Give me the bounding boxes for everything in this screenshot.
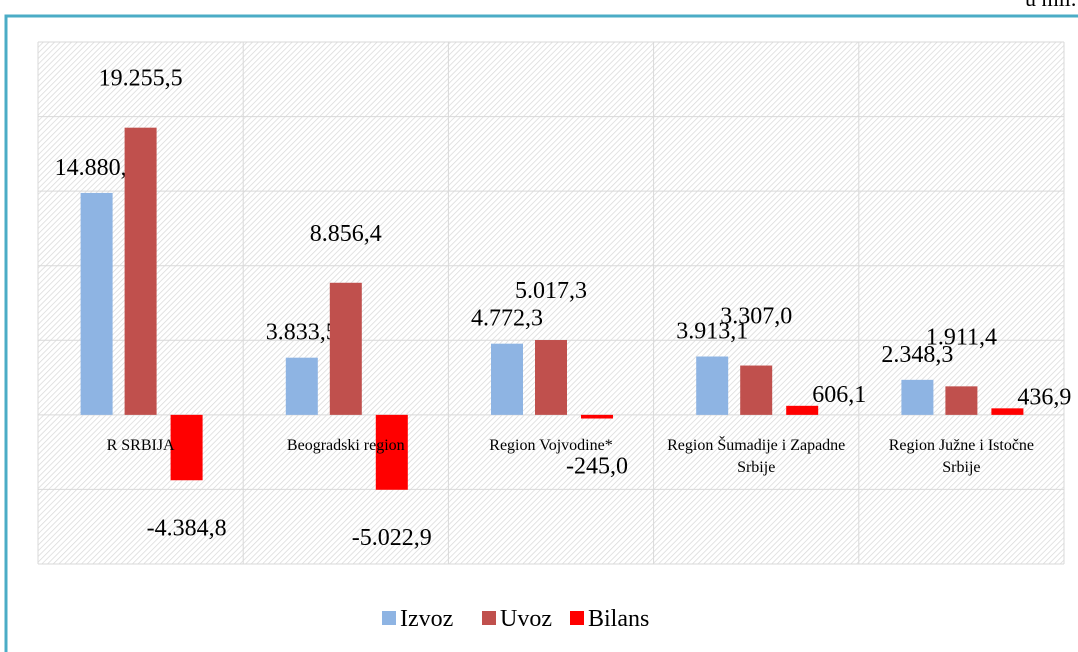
frame xyxy=(4,14,1078,652)
data-label: 8.856,4 xyxy=(310,221,382,247)
bar xyxy=(329,282,362,415)
bar xyxy=(581,414,613,419)
data-label: 2.348,3 xyxy=(881,342,953,368)
bar xyxy=(786,405,819,415)
bar xyxy=(124,127,157,415)
data-label: 19.255,5 xyxy=(99,66,183,92)
legend-label: Bilans xyxy=(588,606,649,632)
x-tick-label: R SRBIJA xyxy=(106,436,175,454)
data-label: 14.880,7 xyxy=(55,155,139,181)
data-label: 3.913,1 xyxy=(676,318,748,344)
legend-swatch xyxy=(382,611,396,625)
bar xyxy=(991,408,1024,415)
bar xyxy=(491,343,523,415)
bar xyxy=(696,356,729,415)
legend-swatch xyxy=(482,611,496,625)
data-label: 1.911,4 xyxy=(926,324,997,350)
bar xyxy=(80,192,113,415)
plot-area xyxy=(38,42,1064,564)
x-tick-label: Region Južne i Istočne Srbije xyxy=(888,436,1035,476)
legend-swatch xyxy=(570,611,584,625)
bar xyxy=(375,414,408,490)
data-label: 3.307,0 xyxy=(720,304,792,330)
data-label: -245,0 xyxy=(566,454,628,480)
data-label: 3.833,5 xyxy=(266,320,338,346)
x-tick-label: Region Šumadije i Zapadne Srbije xyxy=(667,436,846,476)
legend-label: Uvoz xyxy=(500,606,552,632)
unit-annotation: u mil. US xyxy=(1025,0,1078,11)
bar xyxy=(170,414,203,481)
bar xyxy=(285,357,318,415)
data-label: 606,1 xyxy=(812,382,866,408)
x-tick-label: Region Vojvodine* xyxy=(489,436,613,454)
data-label: 5.017,3 xyxy=(515,278,587,304)
bar xyxy=(740,365,773,415)
bar xyxy=(945,386,978,415)
data-label: 436,9 xyxy=(1017,384,1071,410)
bar xyxy=(901,379,934,415)
legend-label: Izvoz xyxy=(400,606,453,632)
data-label: -5.022,9 xyxy=(352,525,432,551)
bar xyxy=(535,340,567,415)
data-label: 4.772,3 xyxy=(471,306,543,332)
data-label: -4.384,8 xyxy=(147,515,227,541)
x-tick-label: Beogradski region xyxy=(286,436,405,454)
